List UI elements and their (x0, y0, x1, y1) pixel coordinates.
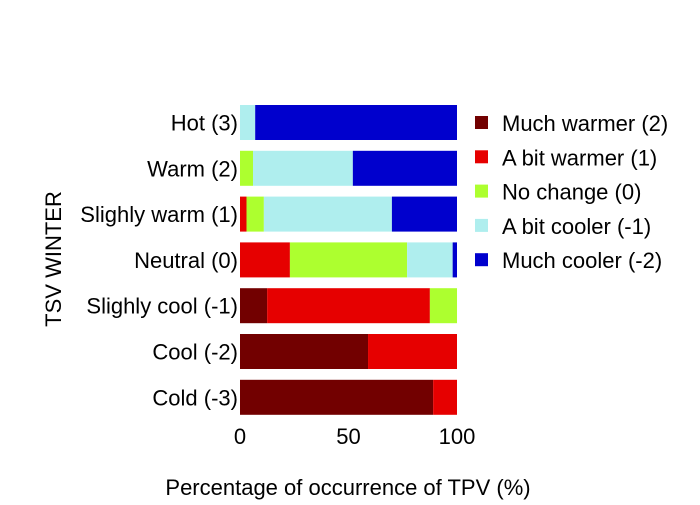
bar-segment-slighly-cool-1-no-change-0 (429, 288, 458, 324)
bar-segment-warm-2-a-bit-cooler-1 (253, 150, 353, 186)
bar-segment-neutral-0-a-bit-warmer-1 (240, 242, 290, 278)
bar-segment-warm-2-no-change-0 (240, 150, 254, 186)
category-label-slighly-cool-1: Slighly cool (-1) (86, 294, 238, 319)
legend-swatch-a-bit-cooler-1 (475, 218, 488, 232)
bar-segment-slighly-warm-1-a-bit-warmer-1 (240, 196, 247, 232)
x-axis-ticks: 0 50 100 (234, 424, 475, 449)
bar-segment-hot-3-much-cooler-2 (255, 105, 457, 140)
category-labels: Hot (3) Warm (2) Slighly warm (1) Neutral (… (80, 111, 238, 411)
bar-segment-neutral-0-much-cooler-2 (452, 242, 457, 278)
x-tick-label-0: 0 (234, 424, 246, 449)
legend-label-much-warmer-2: Much warmer (2) (502, 111, 668, 136)
bar-segment-hot-3-a-bit-cooler-1 (240, 105, 256, 140)
legend-swatch-no-change-0 (475, 184, 488, 198)
category-label-cool-2: Cool (-2) (152, 340, 238, 365)
x-tick-label-100: 100 (439, 424, 476, 449)
bar-segment-slighly-warm-1-much-cooler-2 (391, 196, 457, 232)
legend: Much warmer (2) A bit warmer (1) No change… (475, 111, 668, 273)
bar-segment-slighly-warm-1-no-change-0 (246, 196, 264, 232)
bar-segment-cold-3-a-bit-warmer-1 (433, 379, 457, 415)
x-axis-title: Percentage of occurrence of TPV (%) (165, 475, 530, 500)
legend-label-much-cooler-2: Much cooler (-2) (502, 248, 662, 273)
bars-layer (240, 105, 458, 415)
x-tick-label-50: 50 (336, 424, 360, 449)
y-axis-title: TSV WINTER (41, 191, 66, 327)
bar-segment-cool-2-much-warmer-2 (240, 334, 369, 369)
category-label-warm-2: Warm (2) (147, 156, 238, 181)
bar-segment-slighly-warm-1-a-bit-cooler-1 (263, 196, 392, 232)
bar-segment-slighly-cool-1-much-warmer-2 (240, 288, 268, 324)
legend-label-a-bit-warmer-1: A bit warmer (1) (502, 145, 657, 170)
legend-swatch-much-warmer-2 (475, 116, 488, 129)
legend-label-no-change-0: No change (0) (502, 180, 641, 205)
legend-label-a-bit-cooler-1: A bit cooler (-1) (502, 214, 651, 239)
bar-segment-neutral-0-no-change-0 (289, 242, 408, 278)
legend-swatch-a-bit-warmer-1 (475, 150, 488, 164)
category-label-slighly-warm-1: Slighly warm (1) (80, 202, 238, 227)
bar-segment-neutral-0-a-bit-cooler-1 (407, 242, 453, 278)
category-label-neutral-0: Neutral (0) (134, 248, 238, 273)
bar-segment-cold-3-much-warmer-2 (240, 379, 434, 415)
bar-segment-warm-2-much-cooler-2 (352, 150, 457, 186)
bar-segment-cool-2-a-bit-warmer-1 (368, 334, 457, 369)
legend-swatch-much-cooler-2 (475, 253, 488, 267)
category-label-cold-3: Cold (-3) (152, 385, 238, 410)
bar-segment-slighly-cool-1-a-bit-warmer-1 (267, 288, 430, 324)
category-label-hot-3: Hot (3) (171, 111, 238, 136)
